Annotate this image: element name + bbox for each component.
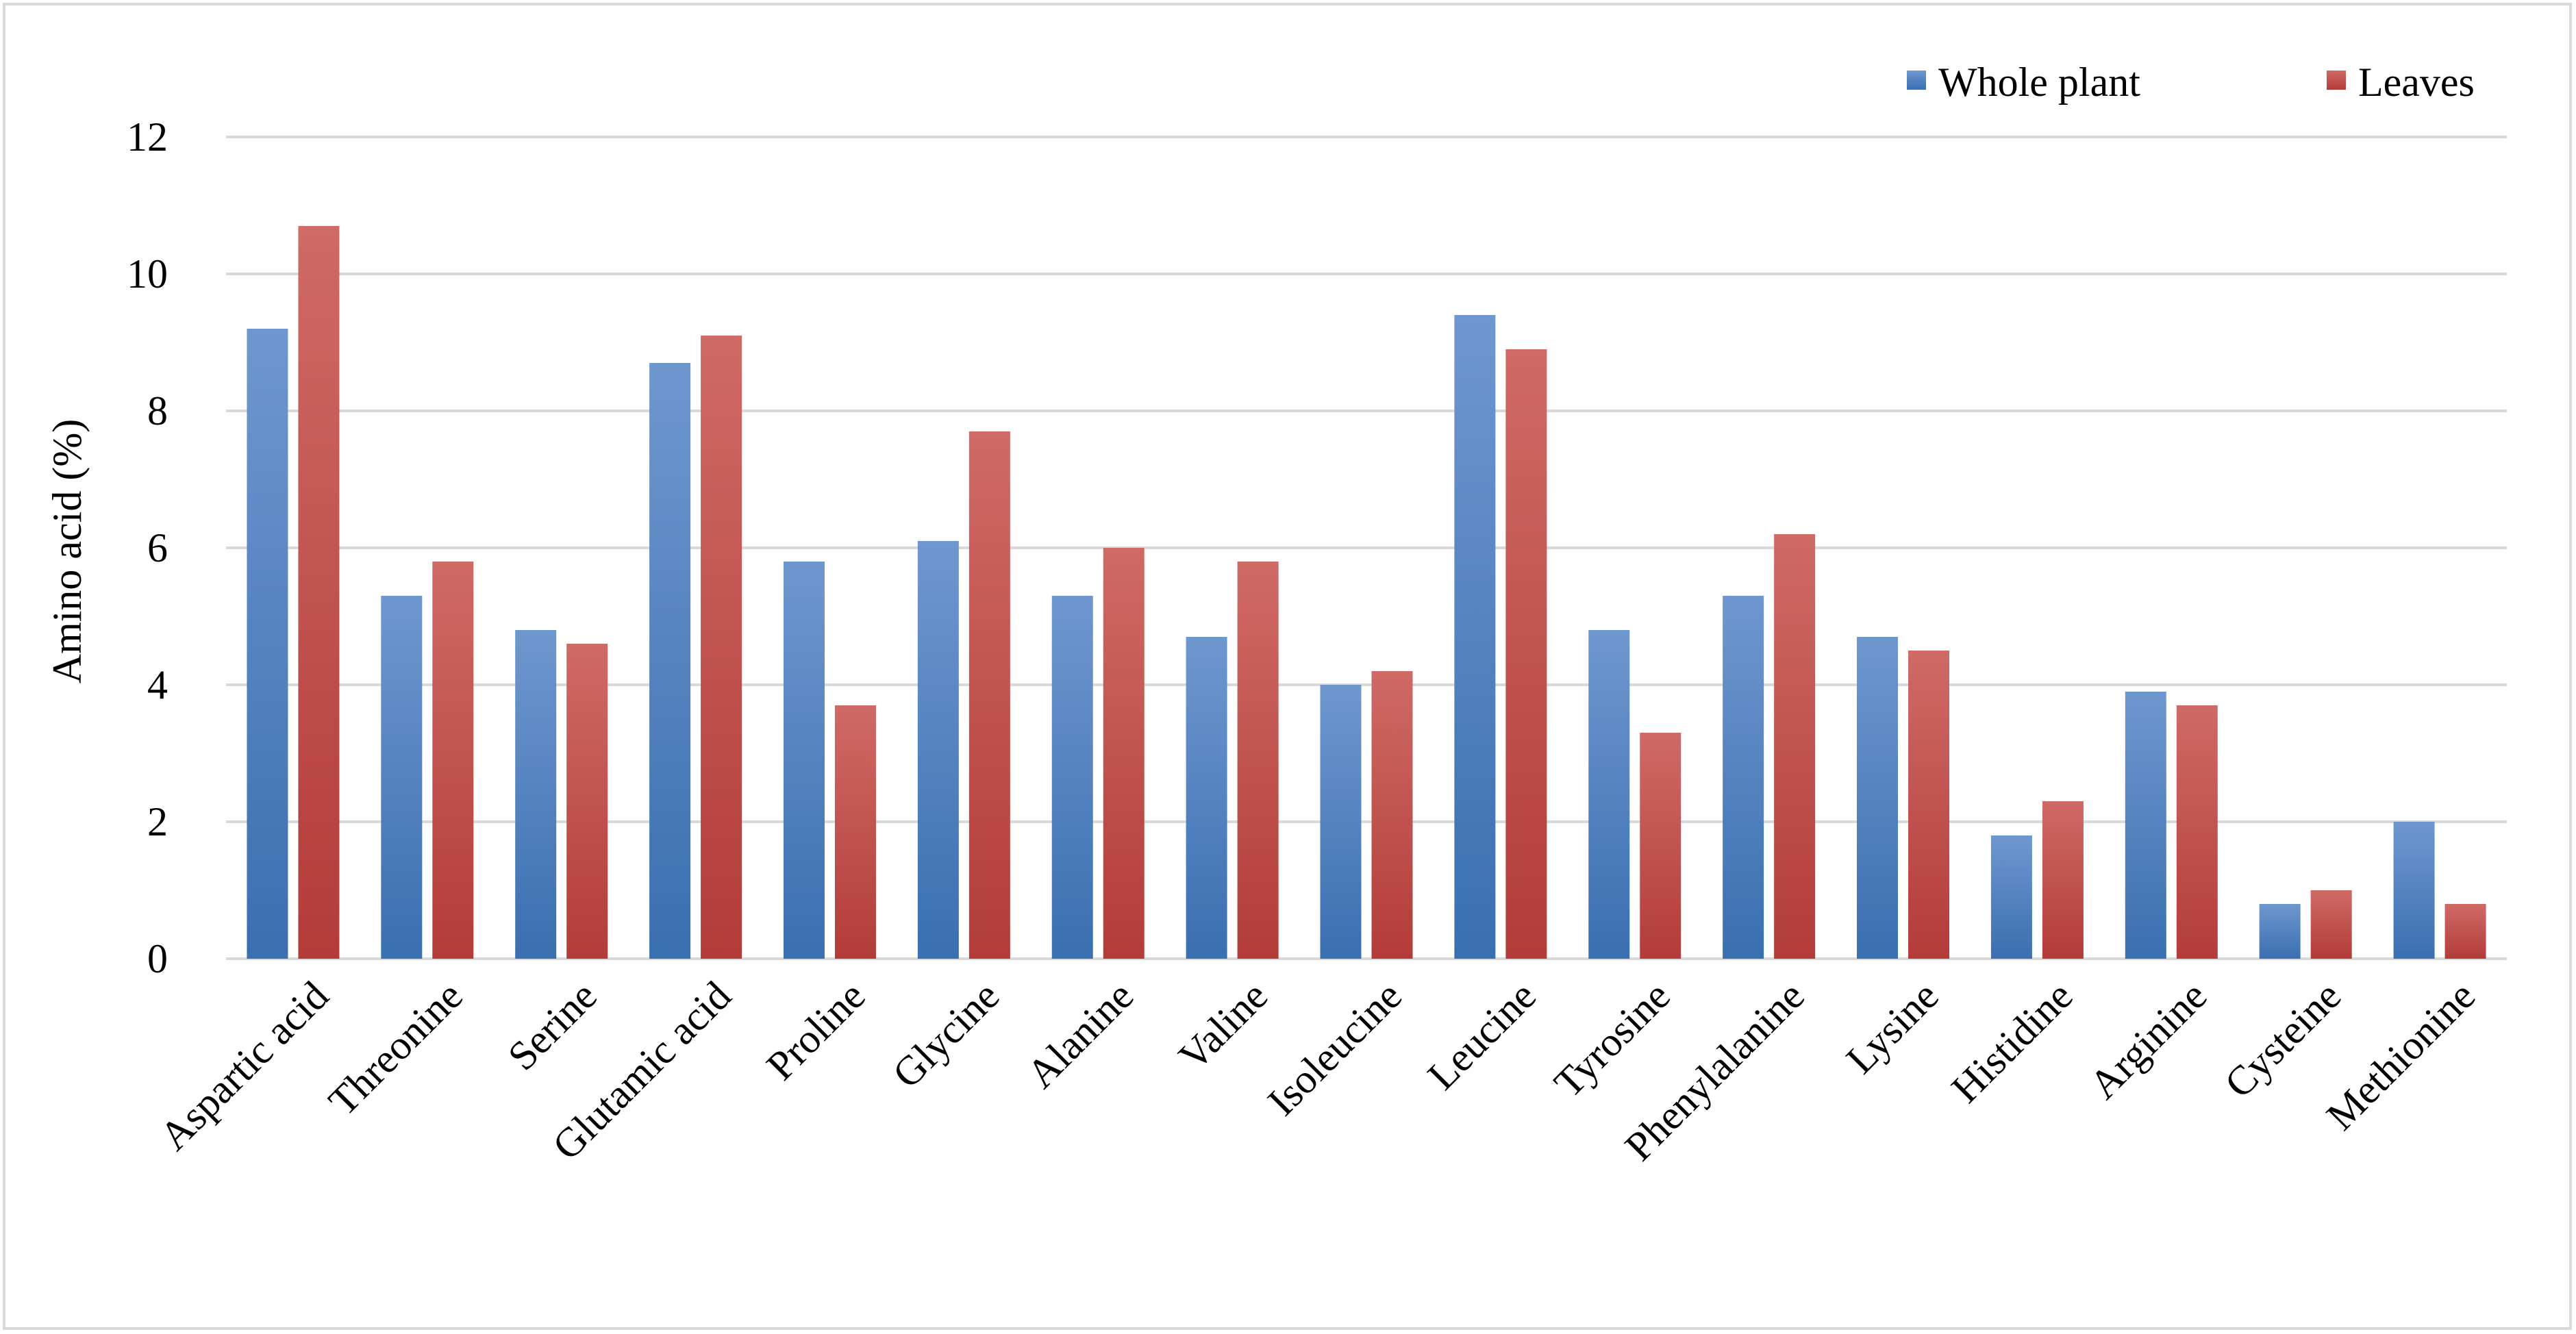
y-tick-label: 0 [147,936,168,981]
x-category-label: Lysine [1838,973,1947,1083]
bar-leaves-arginine [2176,705,2218,959]
bar-leaves-histidine [2042,801,2084,959]
bar-leaves-isoleucine [1371,671,1413,959]
bar-whole-plant-valine [1186,637,1227,959]
x-category-label: Methionine [2318,973,2484,1139]
bar-whole-plant-serine [515,630,557,959]
bar-whole-plant-isoleucine [1320,685,1362,959]
x-category-label: Threonine [320,973,471,1124]
legend-swatch-leaves [2327,71,2346,90]
legend-label-whole-plant: Whole plant [1938,60,2140,105]
bar-leaves-glycine [968,431,1010,959]
bar-whole-plant-phenylalanine [1723,596,1764,959]
x-category-label: Valine [1170,973,1276,1079]
bar-leaves-phenylalanine [1774,534,1816,959]
bar-whole-plant-proline [783,562,825,959]
bar-leaves-threonine [432,562,474,959]
x-category-label: Proline [758,973,873,1089]
x-category-label: Leucine [1419,973,1545,1098]
y-tick-label: 12 [127,114,168,160]
bar-leaves-leucine [1505,349,1547,959]
legend: Whole plant Leaves [1907,60,2475,105]
legend-swatch-whole-plant [1907,71,1926,90]
x-category-label: Alanine [1018,973,1142,1097]
x-category-label: Isoleucine [1259,973,1410,1124]
y-axis-ticks: 0 2 4 6 8 10 12 [127,114,168,981]
bar-whole-plant-glutamic-acid [649,363,691,959]
bar-leaves-methionine [2444,904,2486,959]
bar-leaves-glutamic-acid [701,336,742,959]
bar-leaves-alanine [1103,548,1145,959]
y-tick-label: 2 [147,799,168,844]
x-category-label: Glycine [884,973,1008,1097]
x-category-label: Cysteine [2216,973,2349,1107]
bar-leaves-proline [834,705,876,959]
bar-leaves-valine [1237,562,1279,959]
bar-whole-plant-histidine [1990,835,2032,959]
bar-whole-plant-arginine [2125,692,2166,959]
bars [247,226,2486,959]
bar-leaves-tyrosine [1640,733,1681,959]
bar-leaves-serine [566,644,608,959]
x-category-label: Tyrosine [1545,973,1679,1107]
bar-whole-plant-glycine [917,541,959,959]
bar-whole-plant-leucine [1454,315,1496,959]
x-category-label: Arginine [2081,973,2216,1108]
bar-whole-plant-aspartic-acid [247,329,288,959]
x-category-label: Aspartic acid [151,973,337,1159]
bar-whole-plant-threonine [381,596,423,959]
bar-whole-plant-lysine [1857,637,1899,959]
legend-label-leaves: Leaves [2358,60,2475,105]
y-tick-label: 6 [147,525,168,570]
bar-leaves-aspartic-acid [298,226,340,959]
y-axis-title: Amino acid (%) [45,419,90,684]
chart-frame [3,3,2572,1330]
bar-whole-plant-methionine [2393,822,2435,959]
bar-whole-plant-tyrosine [1588,630,1630,959]
x-category-label: Serine [499,973,605,1079]
bar-leaves-lysine [1908,651,1950,959]
y-tick-label: 10 [127,251,168,297]
bar-leaves-cysteine [2310,890,2352,959]
y-tick-label: 8 [147,388,168,433]
bar-whole-plant-cysteine [2259,904,2301,959]
bar-whole-plant-alanine [1051,596,1093,959]
y-tick-label: 4 [147,662,168,707]
x-category-label: Histidine [1942,973,2081,1111]
